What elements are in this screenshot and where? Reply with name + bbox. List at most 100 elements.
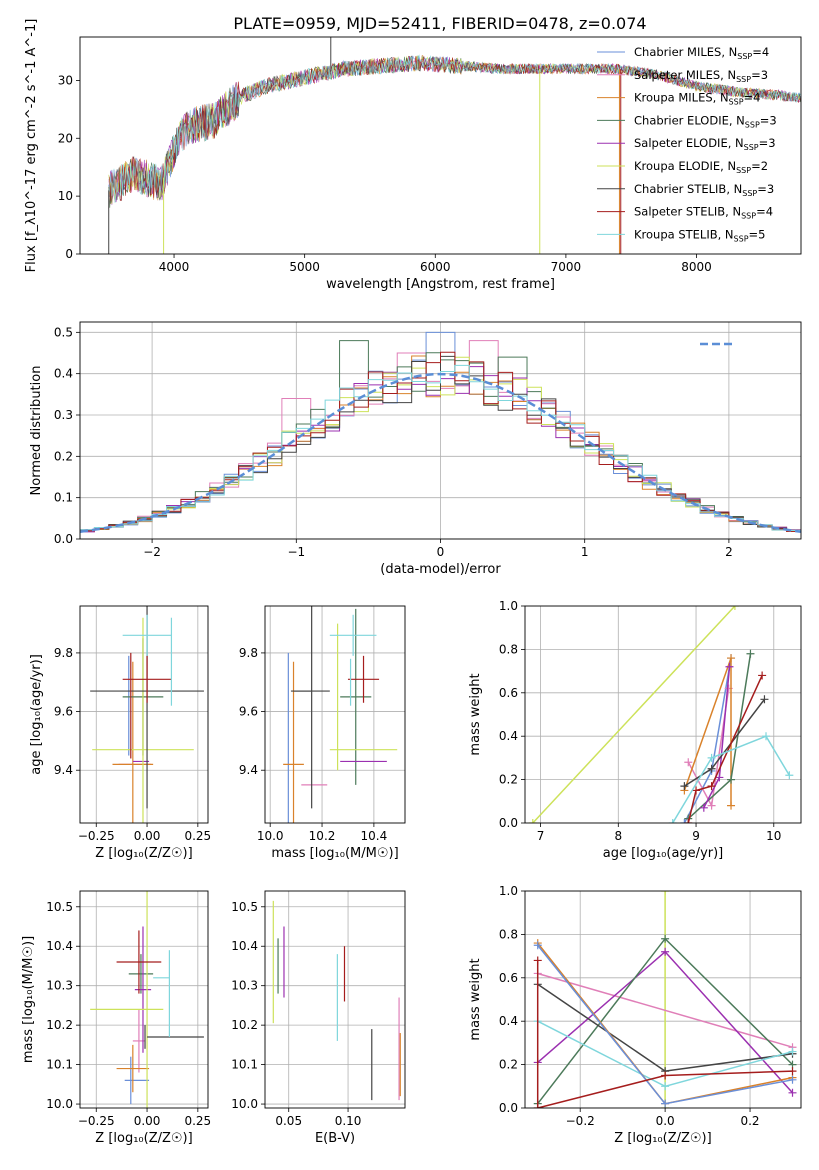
y-tick-label: 1.0 [499,599,518,613]
y-tick-label: 0.2 [499,773,518,787]
plot-area [525,891,801,1108]
y-tick-label: 10 [58,189,73,203]
weight-marker [661,934,670,943]
x-tick-label: 9 [692,829,700,843]
y-axis-label: mass [log₁₀(M/M☉)] [21,936,36,1063]
spectrum-line [108,55,801,204]
weight-marker [762,732,771,741]
y-tick-label: 9.6 [54,705,73,719]
y-axis-label: Flux [f_λ10^-17 erg cm^-2 s^-1 A^-1] [24,19,39,273]
legend-suffix: =3 [760,113,777,127]
weight-marker [533,1104,542,1108]
y-tick-label: 20 [58,131,73,145]
panel-mass-age: 10.0 10.2 10.4 9.4 9.6 9.8 mass [log₁₀(M/M☉)] [239,605,406,861]
x-tick-label: 8000 [681,260,712,274]
legend-entry: Salpeter STELIB, NSSP=4 [634,205,773,221]
y-tick-label: 0.2 [54,449,73,463]
y-tick-label: 10.0 [231,1097,258,1111]
x-axis-label: Z [log₁₀(Z/Z☉)] [95,1131,192,1146]
y-tick-label: 10.1 [46,1058,73,1072]
gaussian-curve [80,372,801,534]
weight-marker [692,786,701,795]
plot-area [80,606,208,823]
plot-area [80,891,208,1108]
weight-marker [707,764,716,773]
weight-marker [760,695,769,704]
axes-frame [264,890,406,1109]
x-tick-label: 8 [614,829,622,843]
y-tick-label: 10.2 [46,1018,73,1032]
legend-sub: SSP [736,75,751,84]
y-axis-label: mass weight [468,958,483,1040]
weight-line [532,606,736,823]
legend-entry: Chabrier STELIB, NSSP=3 [634,182,774,198]
weight-line [537,972,793,1048]
y-tick-label: 9.4 [239,763,258,777]
y-tick-label: 0.0 [54,532,73,546]
y-tick-label: 0 [65,247,73,261]
weight-marker [661,1099,670,1108]
weight-marker [785,771,794,780]
legend-label: Kroupa STELIB, N [634,227,734,241]
x-tick-label: 0.25 [184,829,211,843]
x-tick-label: −1 [287,545,305,559]
x-tick-label: 10.0 [257,829,284,843]
x-axis-label: (data-model)/error [380,562,501,577]
panel-age-weight: 7 8 9 10 0.0 0.2 0.4 0.6 0.8 1.0 age [log₁₀(age/yr… [468,599,802,861]
legend-sub: SSP [734,234,749,243]
legend-entry: Chabrier ELODIE, NSSP=3 [634,113,777,129]
weight-marker [746,649,755,658]
x-axis-label: E(B-V) [315,1131,355,1146]
weight-marker [684,758,693,767]
weight-marker [707,753,716,762]
y-tick-label: 0.4 [499,729,518,743]
x-tick-label: 0 [437,545,445,559]
legend-sub: SSP [736,166,751,175]
legend-sub: SSP [742,189,757,198]
y-tick-label: 0.5 [54,325,73,339]
axes-frame [524,605,802,824]
legend-sub: SSP [745,120,760,129]
weight-marker [727,654,736,663]
legend-suffix: =2 [751,159,768,173]
y-tick-label: 10.5 [231,900,258,914]
weight-marker [661,947,670,956]
y-tick-label: 10.1 [231,1058,258,1072]
legend-label: Chabrier MILES, N [634,45,737,59]
x-tick-label: 7000 [551,260,582,274]
weight-marker [788,1067,797,1076]
weight-marker [661,1071,670,1080]
weight-marker [727,775,736,784]
weight-marker [727,801,736,810]
y-tick-label: 0.0 [499,816,518,830]
axes-frame [79,36,802,255]
legend-suffix: =5 [749,227,766,241]
y-tick-label: 0.4 [54,367,73,381]
legend-entry: Salpeter ELODIE, NSSP=3 [634,136,776,152]
y-axis-label: Normed distribution [29,366,44,496]
weight-marker [661,891,670,895]
y-axis-label: mass weight [468,673,483,755]
figure-title: PLATE=0959, MJD=52411, FIBERID=0478, z=0… [233,14,646,33]
y-tick-label: 10.4 [231,939,258,953]
panel-spectrum: 4000 5000 6000 7000 8000 0 10 20 30 wavelength [A… [24,19,802,292]
x-tick-label: 1 [581,545,589,559]
x-tick-label: 10.2 [309,829,336,843]
weight-marker [788,1047,797,1056]
x-axis-label: mass [log₁₀(M/M☉)] [271,846,398,861]
legend-entry: Kroupa ELODIE, NSSP=2 [634,159,768,175]
y-tick-label: 10.3 [231,979,258,993]
weight-marker [715,773,724,782]
y-axis-label: age [log₁₀(age/yr)] [29,654,44,775]
panel-residuals: −2 −1 0 1 2 0.0 0.1 0.2 0.3 0.4 0.5 (data-model)/er… [29,321,802,577]
y-tick-label: 30 [58,73,73,87]
weight-marker [725,662,734,671]
x-tick-label: 0.2 [740,1114,759,1128]
legend-sub: SSP [744,143,759,152]
legend-label: Chabrier STELIB, N [634,182,742,196]
y-tick-label: 9.8 [239,646,258,660]
y-tick-label: 10.5 [46,900,73,914]
plot-area [265,891,405,1108]
weight-marker [680,819,689,823]
x-tick-label: 10 [766,829,781,843]
